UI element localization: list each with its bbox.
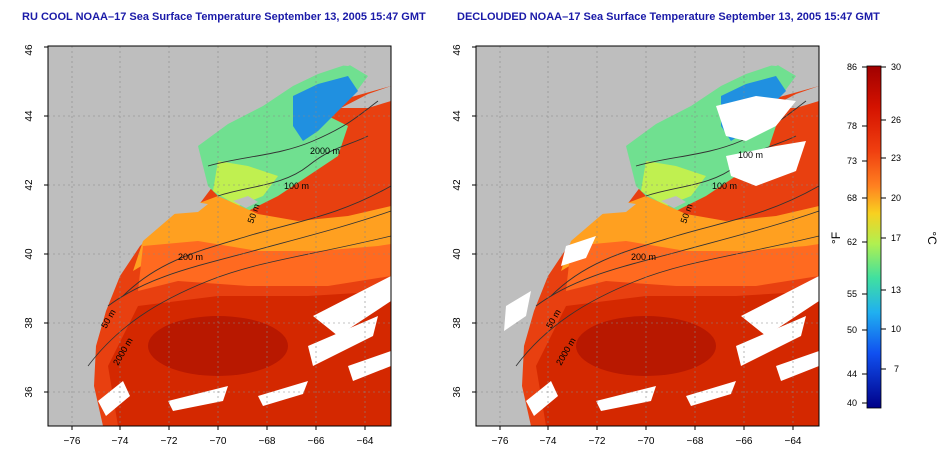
- y-tick-label: 46: [452, 44, 463, 56]
- colorbar-f-tick: 55: [847, 289, 857, 299]
- colorbar-scale: [866, 65, 882, 409]
- colorbar-c-tick: 17: [891, 233, 901, 243]
- y-tick-label: 36: [24, 386, 35, 398]
- y-tick-label: 42: [452, 179, 463, 191]
- colorbar-f-tick: 78: [847, 121, 857, 131]
- y-tick-label: 38: [452, 317, 463, 329]
- panel-1-title: RU COOL NOAA–17 Sea Surface Temperature …: [22, 11, 426, 23]
- x-tick-label: −72: [161, 436, 178, 447]
- colorbar-c-tick: 10: [891, 324, 901, 334]
- panel-2-contour-label: 200 m: [631, 252, 656, 262]
- colorbar-c-tick: 30: [891, 62, 901, 72]
- colorbar-f-tick: 40: [847, 398, 857, 408]
- y-tick-label: 42: [24, 179, 35, 191]
- colorbar-f-tick: 73: [847, 156, 857, 166]
- panel-1-map[interactable]: 2000 m 100 m 50 m 200 m 50 m 2000 m: [47, 45, 392, 427]
- panel-2-contour-label: 100 m: [738, 150, 763, 160]
- panel-2-x-axis: −76 −74 −72 −70 −68 −66 −64: [492, 426, 802, 447]
- x-tick-label: −72: [589, 436, 606, 447]
- x-tick-label: −70: [638, 436, 655, 447]
- colorbar-f-tick: 86: [847, 62, 857, 72]
- x-tick-label: −68: [687, 436, 704, 447]
- y-tick-label: 44: [24, 110, 35, 122]
- panel-1-contour-label: 200 m: [178, 252, 203, 262]
- panel-1-contour-label: 2000 m: [310, 146, 340, 156]
- colorbar-f-tick: 62: [847, 237, 857, 247]
- x-tick-label: −64: [785, 436, 802, 447]
- colorbar: 86 78 73 68 62 55 50 44 40 °F 30 26 23 2…: [829, 62, 939, 409]
- panel-2-map[interactable]: 100 m 100 m 50 m 200 m 50 m 2000 m: [475, 45, 820, 427]
- panel-2-contour-label: 100 m: [712, 181, 737, 191]
- x-tick-label: −70: [210, 436, 227, 447]
- colorbar-c-tick: 26: [891, 115, 901, 125]
- y-tick-label: 44: [452, 110, 463, 122]
- x-tick-label: −66: [308, 436, 325, 447]
- colorbar-fahrenheit-unit: °F: [829, 232, 843, 244]
- y-tick-label: 40: [24, 248, 35, 260]
- panel-2-title: DECLOUDED NOAA–17 Sea Surface Temperatur…: [457, 11, 880, 23]
- colorbar-c-tick: 20: [891, 193, 901, 203]
- colorbar-c-tick: 7: [894, 364, 899, 374]
- x-tick-label: −66: [736, 436, 753, 447]
- x-tick-label: −64: [357, 436, 374, 447]
- x-tick-label: −76: [492, 436, 509, 447]
- colorbar-c-tick: 13: [891, 285, 901, 295]
- x-tick-label: −74: [540, 436, 557, 447]
- panel-1-contour-label: 100 m: [284, 181, 309, 191]
- x-tick-label: −68: [259, 436, 276, 447]
- colorbar-f-tick: 68: [847, 193, 857, 203]
- panel-2-y-axis: 36 38 40 42 44 46: [452, 44, 476, 398]
- colorbar-c-tick: 23: [891, 153, 901, 163]
- colorbar-celsius-unit: °C: [925, 231, 939, 245]
- y-tick-label: 40: [452, 248, 463, 260]
- panel-1-x-axis: −76 −74 −72 −70 −68 −66 −64: [64, 426, 374, 447]
- y-tick-label: 46: [24, 44, 35, 56]
- x-tick-label: −76: [64, 436, 81, 447]
- y-tick-label: 36: [452, 386, 463, 398]
- colorbar-f-tick: 50: [847, 325, 857, 335]
- colorbar-f-tick: 44: [847, 369, 857, 379]
- x-tick-label: −74: [112, 436, 129, 447]
- panel-1-y-axis: 36 38 40 42 44 46: [24, 44, 48, 398]
- y-tick-label: 38: [24, 317, 35, 329]
